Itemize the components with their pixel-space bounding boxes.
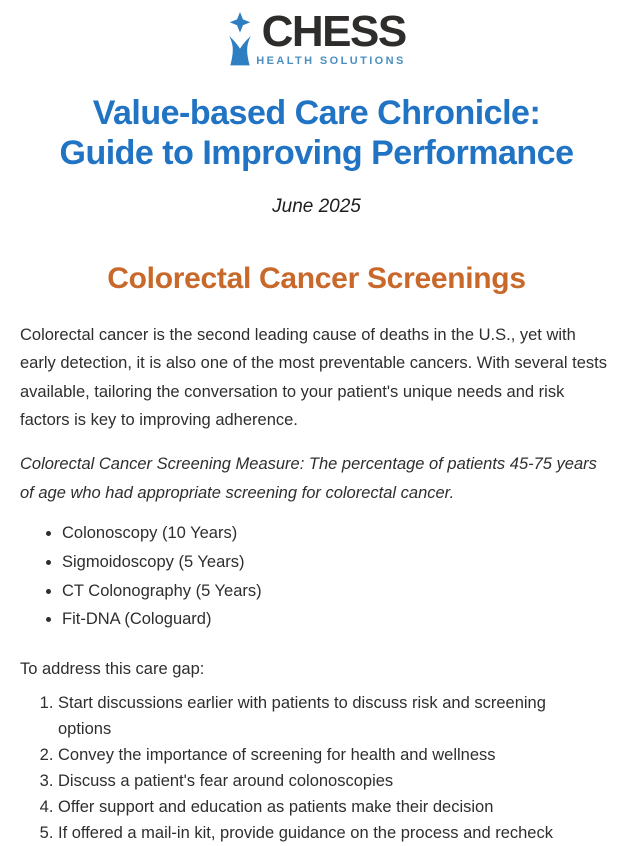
screening-option-item: Colonoscopy (10 Years) bbox=[62, 519, 603, 548]
newsletter-title: Value-based Care Chronicle: Guide to Imp… bbox=[0, 93, 633, 173]
newsletter-page: { "logo": { "brand": "CHESS", "tagline":… bbox=[0, 0, 633, 818]
care-gap-step-item: Discuss a patient's fear around colonosc… bbox=[58, 769, 603, 795]
newsletter-title-line-2: Guide to Improving Performance bbox=[60, 134, 574, 172]
screening-option-item: CT Colonography (5 Years) bbox=[62, 577, 603, 606]
chess-piece-icon bbox=[227, 12, 253, 66]
care-gap-step-item: Start discussions earlier with patients … bbox=[58, 691, 603, 743]
care-gap-label: To address this care gap: bbox=[20, 660, 613, 679]
screening-options-list: Colonoscopy (10 Years)Sigmoidoscopy (5 Y… bbox=[0, 519, 603, 634]
screening-option-item: Fit-DNA (Cologuard) bbox=[62, 605, 603, 634]
care-gap-step-item: Convey the importance of screening for h… bbox=[58, 743, 603, 769]
brand-logo-row: CHESS HEALTH SOLUTIONS bbox=[227, 10, 405, 67]
newsletter-title-line-1: Value-based Care Chronicle: bbox=[93, 94, 541, 132]
care-gap-steps-list: Start discussions earlier with patients … bbox=[0, 691, 603, 846]
article-heading: Colorectal Cancer Screenings bbox=[0, 262, 633, 296]
measure-description: Colorectal Cancer Screening Measure: The… bbox=[20, 450, 613, 507]
brand-text-block: CHESS HEALTH SOLUTIONS bbox=[256, 10, 405, 67]
brand-tagline: HEALTH SOLUTIONS bbox=[256, 55, 405, 67]
brand-name: CHESS bbox=[262, 10, 406, 53]
brand-logo: CHESS HEALTH SOLUTIONS bbox=[0, 0, 633, 67]
intro-paragraph: Colorectal cancer is the second leading … bbox=[20, 321, 613, 435]
screening-option-item: Sigmoidoscopy (5 Years) bbox=[62, 548, 603, 577]
issue-date: June 2025 bbox=[0, 196, 633, 218]
care-gap-step-item: If offered a mail-in kit, provide guidan… bbox=[58, 821, 603, 846]
care-gap-step-item: Offer support and education as patients … bbox=[58, 795, 603, 821]
